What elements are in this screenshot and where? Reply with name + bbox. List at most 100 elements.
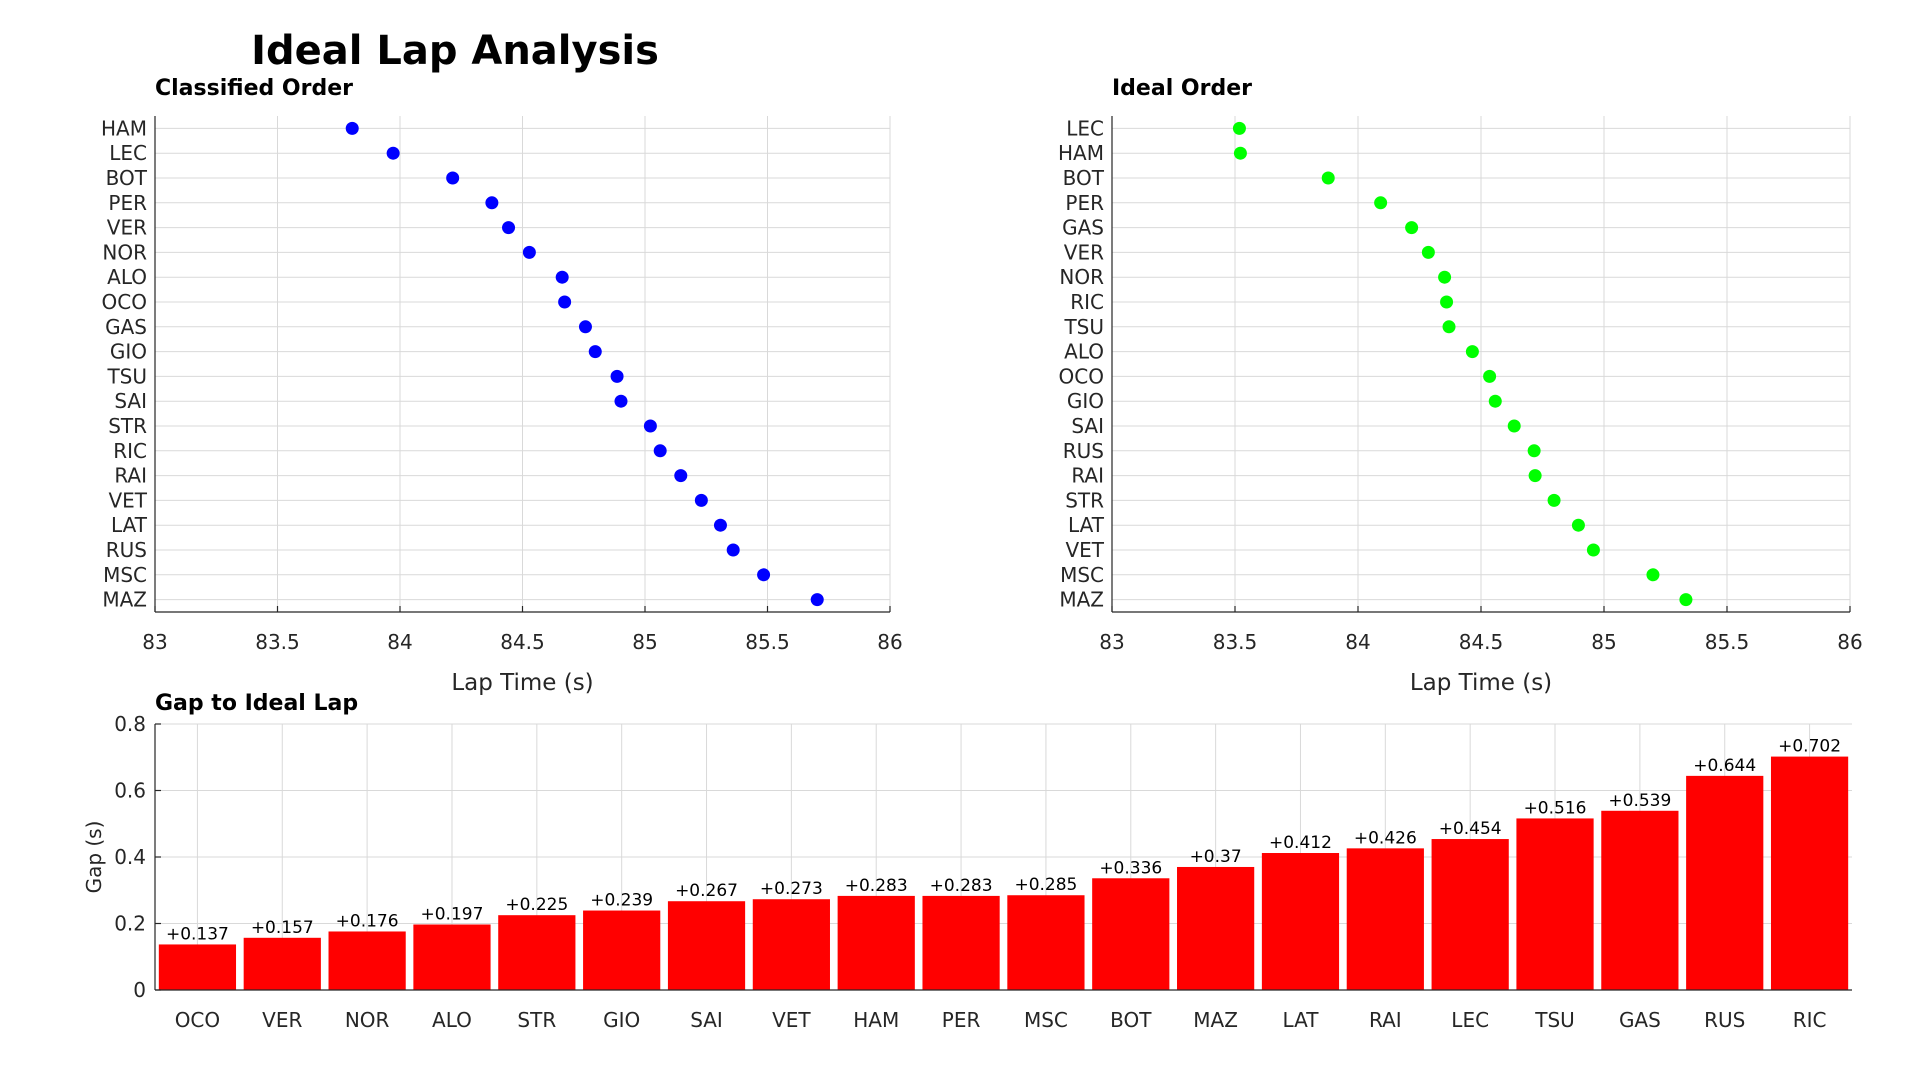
ideal-lap-time-marker — [1646, 568, 1660, 582]
ideal-lap-time-marker — [1321, 171, 1335, 185]
gap-driver-label: RAI — [1369, 1008, 1402, 1032]
classified-x-tick-label: 83 — [142, 630, 167, 654]
classified-driver-label: MAZ — [102, 588, 147, 612]
plots-container: 83 83.5 84 84.5 85 85.5 86HAMLECBOTPERVERNORAL… — [82, 76, 1863, 1032]
gap-value-label: +0.283 — [930, 876, 993, 896]
gap-driver-label: BOT — [1110, 1008, 1152, 1032]
classified-driver-label: MSC — [103, 563, 147, 587]
gap-driver-label: RUS — [1704, 1008, 1745, 1032]
classified-driver-label: ALO — [107, 265, 147, 289]
classified-lap-time-marker — [558, 295, 572, 309]
gap-value-label: +0.273 — [760, 879, 823, 899]
ideal-x-tick-label: 85 — [1591, 630, 1616, 654]
gap-value-label: +0.197 — [421, 904, 484, 924]
ideal-driver-label: STR — [1065, 488, 1104, 512]
ideal-lap-time-marker — [1438, 270, 1452, 284]
classified-lap-time-marker — [386, 146, 400, 160]
ideal-lap-time-marker — [1233, 146, 1247, 160]
classified-driver-label: LEC — [109, 141, 147, 165]
gap-value-label: +0.283 — [845, 876, 908, 896]
gap-bar — [752, 899, 830, 990]
ideal-x-axis-label: Lap Time (s) — [1410, 670, 1552, 696]
ideal-x-tick-label: 86 — [1837, 630, 1862, 654]
gap-value-label: +0.225 — [505, 895, 568, 915]
ideal-lap-time-marker — [1483, 369, 1497, 383]
ideal-x-tick-label: 84 — [1345, 630, 1370, 654]
classified-lap-time-marker — [713, 518, 727, 532]
classified-lap-time-marker — [694, 493, 708, 507]
ideal-driver-label: RIC — [1070, 290, 1104, 314]
ideal-driver-label: TSU — [1063, 315, 1104, 339]
gap-bar — [498, 915, 576, 990]
classified-lap-time-marker — [555, 270, 569, 284]
classified-lap-time-marker — [522, 245, 536, 259]
gap-bar — [1261, 853, 1340, 990]
classified-x-tick-label: 83.5 — [255, 630, 300, 654]
classified-driver-label: SAI — [114, 389, 147, 413]
gap-bar — [158, 944, 237, 990]
classified-driver-label: OCO — [102, 290, 147, 314]
gap-bar — [413, 924, 491, 990]
gap-bar — [1770, 756, 1849, 990]
gap-driver-label: STR — [517, 1008, 556, 1032]
gap-driver-label: PER — [942, 1008, 981, 1032]
classified-lap-time-marker — [502, 221, 516, 235]
classified-driver-label: RIC — [113, 439, 147, 463]
gap-bar — [583, 910, 661, 990]
classified-driver-label: HAM — [101, 116, 147, 140]
gap-value-label: +0.239 — [590, 891, 653, 911]
classified-lap-time-marker — [610, 369, 624, 383]
ideal-order-subplot: 83 83.5 84 84.5 85 85.5 86 LECHAMBOTPERGASVERNO… — [1058, 76, 1863, 696]
gap-value-label: +0.176 — [336, 911, 399, 931]
ideal-driver-label: RUS — [1063, 439, 1104, 463]
classified-x-tick-label: 86 — [877, 630, 902, 654]
gap-value-label: +0.37 — [1190, 847, 1242, 867]
classified-x-tick-label: 85.5 — [745, 630, 790, 654]
gap-driver-label: TSU — [1534, 1008, 1575, 1032]
classified-driver-label: STR — [108, 414, 147, 438]
ideal-driver-label: GIO — [1067, 389, 1104, 413]
gap-bar — [1007, 895, 1085, 990]
ideal-lap-time-marker — [1374, 196, 1388, 210]
classified-driver-label: VER — [107, 216, 147, 240]
gap-driver-label: LEC — [1451, 1008, 1489, 1032]
gap-driver-label: HAM — [853, 1008, 899, 1032]
ideal-driver-label: NOR — [1059, 265, 1104, 289]
ideal-lap-time-marker — [1405, 221, 1419, 235]
ideal-subplot-title: Ideal Order — [1112, 76, 1252, 101]
gap-driver-label: OCO — [175, 1008, 220, 1032]
classified-driver-label: RUS — [106, 538, 147, 562]
ideal-lap-time-marker — [1488, 394, 1502, 408]
ideal-x-tick-label: 83 — [1099, 630, 1124, 654]
classified-lap-time-marker — [446, 171, 460, 185]
gap-value-label: +0.454 — [1439, 819, 1502, 839]
classified-driver-label: VET — [108, 488, 147, 512]
gap-driver-label: SAI — [690, 1008, 723, 1032]
gap-driver-label: NOR — [345, 1008, 390, 1032]
gap-value-label: +0.336 — [1099, 858, 1162, 878]
classified-lap-time-marker — [614, 394, 628, 408]
ideal-lap-time-marker — [1679, 593, 1693, 607]
gap-y-tick-label: 0 — [133, 978, 146, 1002]
classified-lap-time-marker — [653, 444, 667, 458]
gap-driver-label: MSC — [1024, 1008, 1068, 1032]
ideal-driver-label: HAM — [1058, 141, 1104, 165]
gap-bar — [1431, 839, 1509, 990]
gap-bar — [243, 937, 321, 990]
gap-y-tick-label: 0.8 — [114, 712, 146, 736]
ideal-driver-label: MAZ — [1059, 588, 1104, 612]
gap-driver-label: LAT — [1282, 1008, 1319, 1032]
gap-value-label: +0.267 — [675, 881, 738, 901]
classified-lap-time-marker — [757, 568, 771, 582]
classified-driver-label: TSU — [106, 364, 147, 388]
classified-lap-time-marker — [674, 469, 688, 483]
gap-driver-label: ALO — [432, 1008, 472, 1032]
ideal-driver-label: PER — [1065, 191, 1104, 215]
classified-lap-time-marker — [345, 121, 359, 135]
classified-x-tick-label: 84 — [387, 630, 412, 654]
gap-value-label: +0.285 — [1014, 875, 1077, 895]
gap-y-tick-label: 0.6 — [114, 779, 146, 803]
classified-subplot-title: Classified Order — [155, 76, 353, 101]
ideal-driver-label: LEC — [1066, 116, 1104, 140]
